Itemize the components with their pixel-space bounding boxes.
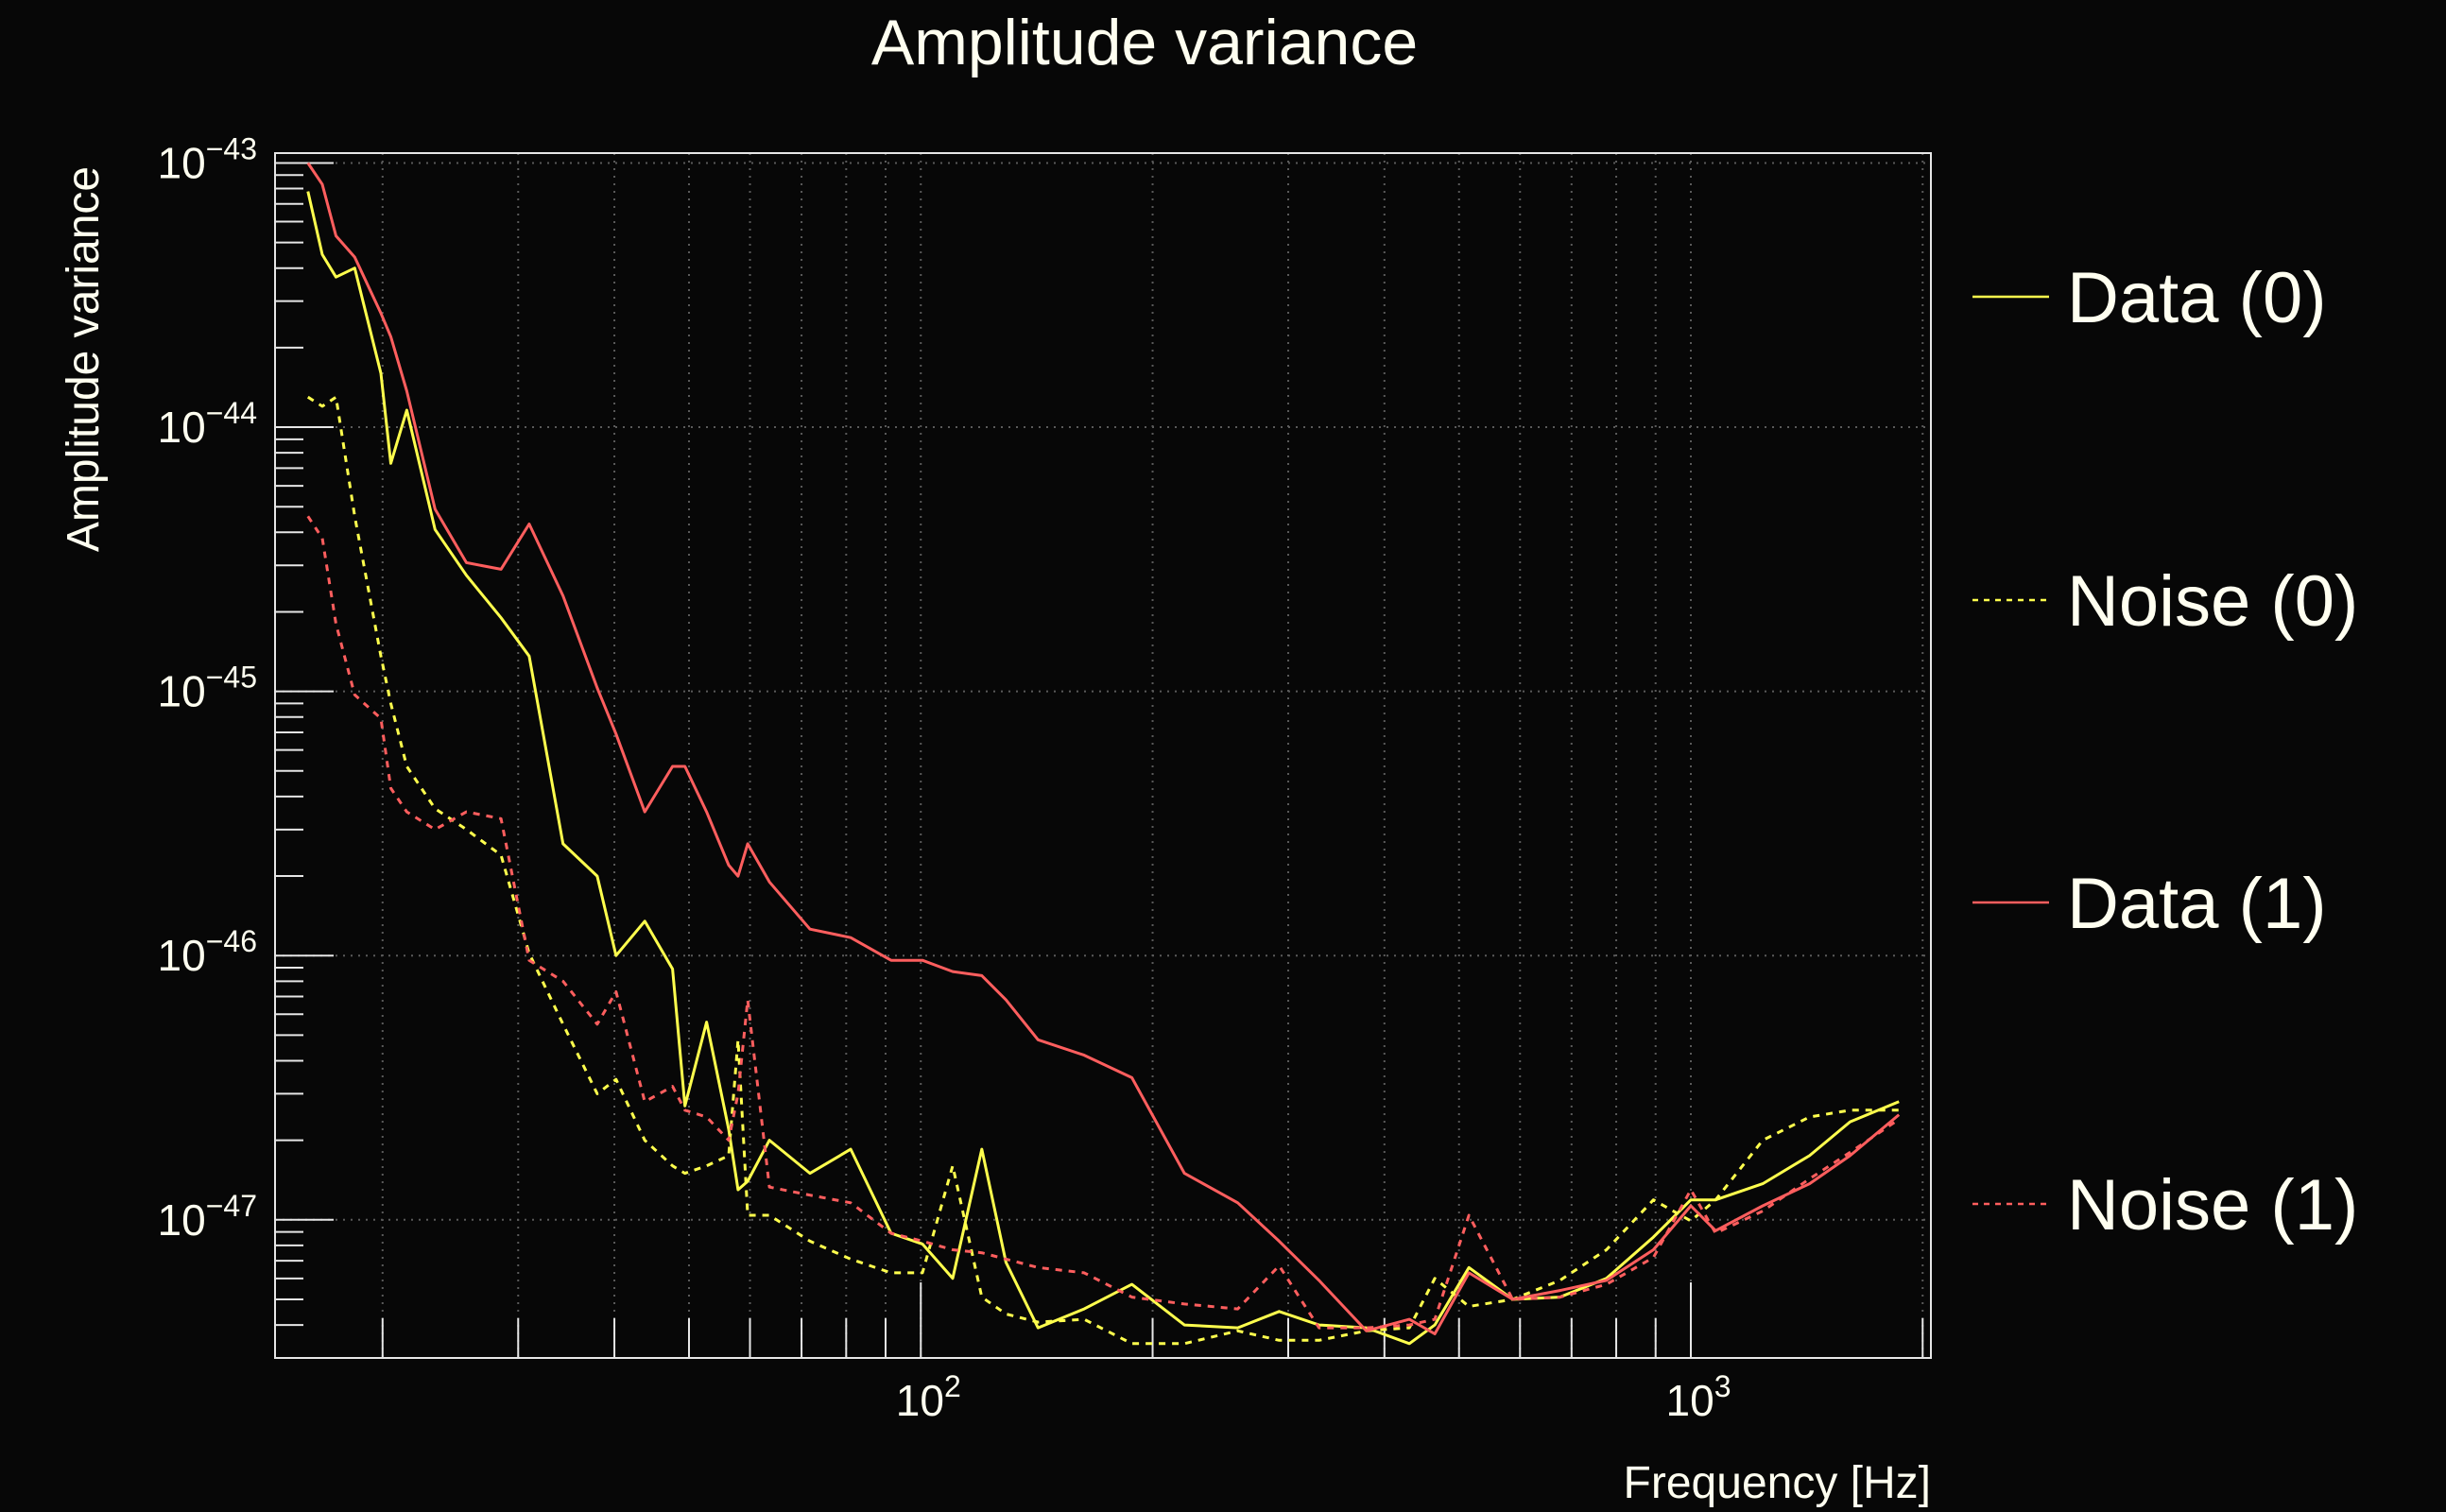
- legend-label: Data (0): [2067, 258, 2327, 338]
- y-tick-label: 10−43: [158, 131, 257, 187]
- tick-base: 10: [158, 403, 206, 452]
- y-tick-label: 10−44: [158, 396, 257, 452]
- series-line-data-1: [306, 162, 1901, 1335]
- legend-label: Noise (1): [2067, 1165, 2358, 1246]
- series-line-noise-1: [306, 515, 1901, 1330]
- tick-exponent: 3: [1714, 1369, 1731, 1403]
- tick-exponent: −47: [206, 1189, 257, 1223]
- tick-base: 10: [1666, 1376, 1714, 1425]
- legend-item-data-1: Data (1): [1972, 864, 2327, 944]
- tick-exponent: −46: [206, 924, 257, 958]
- legend-label: Data (1): [2067, 864, 2327, 944]
- x-tick-labels: 102 103: [896, 1369, 1731, 1425]
- chart-title: Amplitude variance: [871, 7, 1418, 78]
- tick-exponent: −45: [206, 661, 257, 695]
- axis-ticks: [275, 162, 1924, 1359]
- legend: Data (0) Noise (0) Data (1) Noise (1): [1972, 258, 2358, 1246]
- y-tick-label: 10−45: [158, 661, 257, 716]
- tick-base: 10: [158, 931, 206, 980]
- x-tick-label: 103: [1666, 1369, 1731, 1425]
- legend-label: Noise (0): [2067, 561, 2358, 642]
- y-axis-label: Amplitude variance: [59, 166, 109, 552]
- legend-item-data-0: Data (0): [1972, 258, 2327, 338]
- legend-item-noise-0: Noise (0): [1972, 561, 2358, 642]
- tick-base: 10: [158, 138, 206, 187]
- series-line-noise-0: [306, 395, 1900, 1346]
- tick-base: 10: [158, 667, 206, 716]
- plot-frame: [274, 152, 1932, 1359]
- tick-base: 10: [896, 1376, 944, 1425]
- legend-item-noise-1: Noise (1): [1972, 1165, 2358, 1246]
- x-axis-label: Frequency [Hz]: [1624, 1458, 1931, 1508]
- x-tick-label: 102: [896, 1369, 961, 1425]
- y-tick-label: 10−47: [158, 1189, 257, 1245]
- tick-exponent: −43: [206, 131, 257, 165]
- tick-exponent: 2: [944, 1369, 961, 1403]
- series-lines: [306, 162, 1901, 1346]
- tick-base: 10: [158, 1195, 206, 1245]
- tick-exponent: −44: [206, 396, 257, 430]
- y-tick-label: 10−46: [158, 924, 257, 980]
